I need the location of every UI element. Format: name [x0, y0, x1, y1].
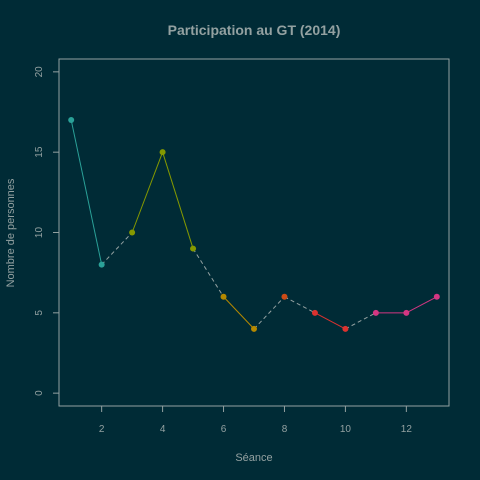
- series-line-segment: [314, 312, 346, 330]
- y-tick-label: 20: [34, 66, 45, 78]
- x-axis-label: Séance: [235, 452, 272, 464]
- data-point: [129, 229, 136, 236]
- series-line-segment: [192, 248, 224, 298]
- data-point: [372, 309, 379, 316]
- data-point: [403, 309, 410, 316]
- x-tick-label: 12: [401, 424, 413, 435]
- series-line-segment: [284, 296, 316, 314]
- data-point: [281, 293, 288, 300]
- series-line-segment: [131, 151, 164, 233]
- chart-title: Participation au GT (2014): [168, 22, 341, 38]
- y-tick-label: 0: [34, 390, 45, 396]
- series-line-segment: [70, 119, 103, 265]
- y-tick-label: 5: [34, 310, 45, 316]
- data-point: [159, 149, 166, 156]
- x-tick-label: 6: [221, 424, 227, 435]
- x-tick-label: 8: [282, 424, 288, 435]
- data-point: [311, 309, 318, 316]
- series-line-segment: [406, 296, 438, 314]
- data-point: [433, 293, 440, 300]
- y-tick-label: 10: [34, 227, 45, 239]
- series-line-group: [70, 119, 438, 330]
- series-line-segment: [101, 232, 133, 265]
- y-axis-label: Nombre de personnes: [5, 178, 17, 287]
- data-point: [220, 293, 227, 300]
- data-point: [190, 245, 197, 252]
- series-points-group: [68, 117, 440, 332]
- x-tick-label: 10: [340, 424, 352, 435]
- data-point: [68, 117, 75, 124]
- plot-area-frame: [58, 58, 450, 407]
- series-line-segment: [345, 312, 377, 330]
- series-line-segment: [253, 296, 285, 330]
- y-tick-label: 15: [34, 146, 45, 158]
- data-point: [342, 325, 349, 332]
- x-tick-label: 4: [160, 424, 166, 435]
- data-point: [251, 325, 257, 332]
- x-tick-label: 2: [99, 424, 105, 435]
- series-line-segment: [223, 296, 255, 330]
- data-point: [98, 261, 105, 268]
- series-line-segment: [162, 152, 194, 249]
- axes-group: 2 4 6 8 10 12 0 5 10 15 20: [34, 66, 412, 435]
